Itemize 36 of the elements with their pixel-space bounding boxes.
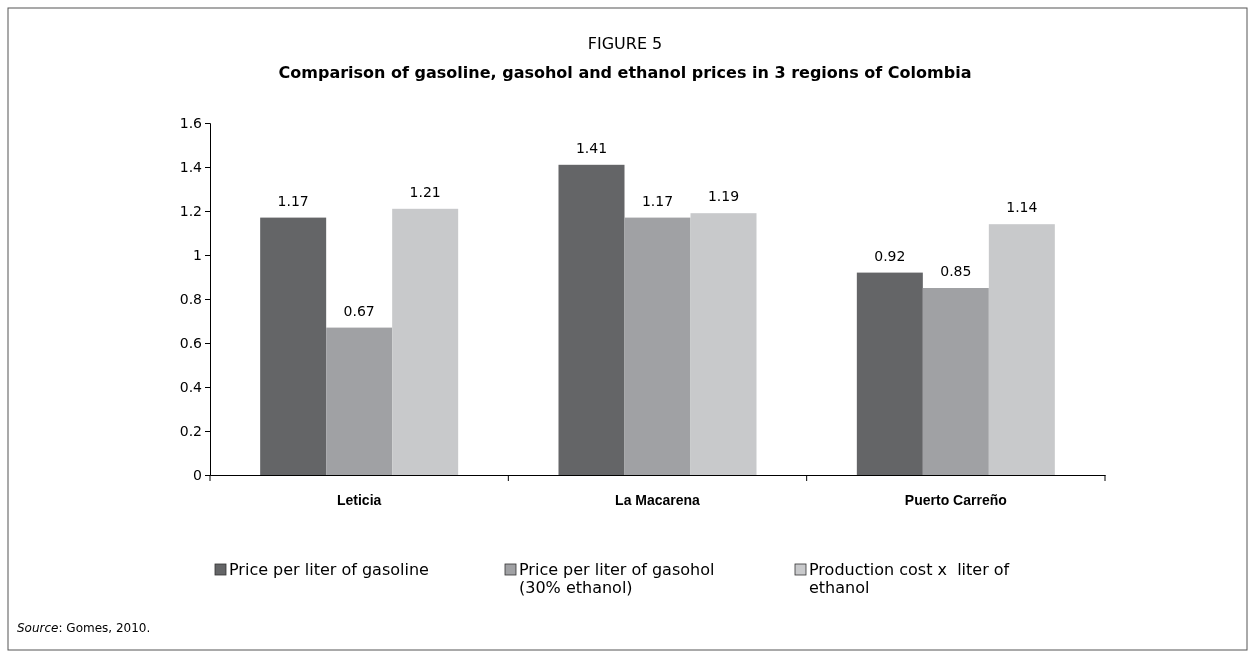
bar [624, 217, 691, 475]
y-tick-label: 0.6 [179, 334, 203, 351]
bar [988, 224, 1055, 475]
y-tick-label: 1 [193, 246, 202, 263]
data-label: 1.17 [277, 192, 309, 209]
x-tick-label: Leticia [336, 492, 382, 508]
y-tick-label: 0 [193, 466, 202, 483]
bar [856, 272, 923, 475]
data-label: 0.92 [874, 247, 906, 264]
legend-label: Price per liter of gasohol (30% ethanol) [519, 560, 715, 597]
y-tick-label: 0.2 [179, 422, 202, 439]
y-tick-label: 1.2 [179, 202, 202, 219]
bar [392, 208, 459, 475]
data-label: 1.14 [1006, 199, 1038, 216]
x-tick-label: La Macarena [615, 492, 701, 508]
data-label: 1.19 [707, 188, 740, 205]
bar [690, 213, 757, 475]
y-tick-label: 1.6 [179, 114, 203, 131]
legend-label: Price per liter of gasoline [229, 560, 429, 579]
data-label: 1.41 [575, 139, 608, 156]
legend-label: Production cost x liter of ethanol [809, 560, 1010, 597]
bar [326, 327, 393, 475]
bar [922, 288, 989, 475]
bar [260, 217, 327, 475]
data-label: 0.85 [940, 263, 972, 279]
bar [558, 164, 625, 475]
x-tick-label: Puerto Carreño [904, 492, 1007, 508]
data-label: 1.21 [409, 183, 441, 200]
y-tick-label: 0.4 [179, 378, 203, 395]
source-note: Source: Gomes, 2010. [17, 621, 151, 635]
chart-title: FIGURE 5 [587, 34, 663, 53]
y-tick-label: 1.4 [179, 158, 203, 175]
data-label: 0.67 [343, 302, 375, 319]
chart-subtitle: Comparison of gasoline, gasohol and ethanol prices in 3 regions of Colombia [278, 63, 972, 82]
y-tick-label: 0.8 [179, 290, 202, 307]
data-label: 1.17 [641, 192, 674, 209]
